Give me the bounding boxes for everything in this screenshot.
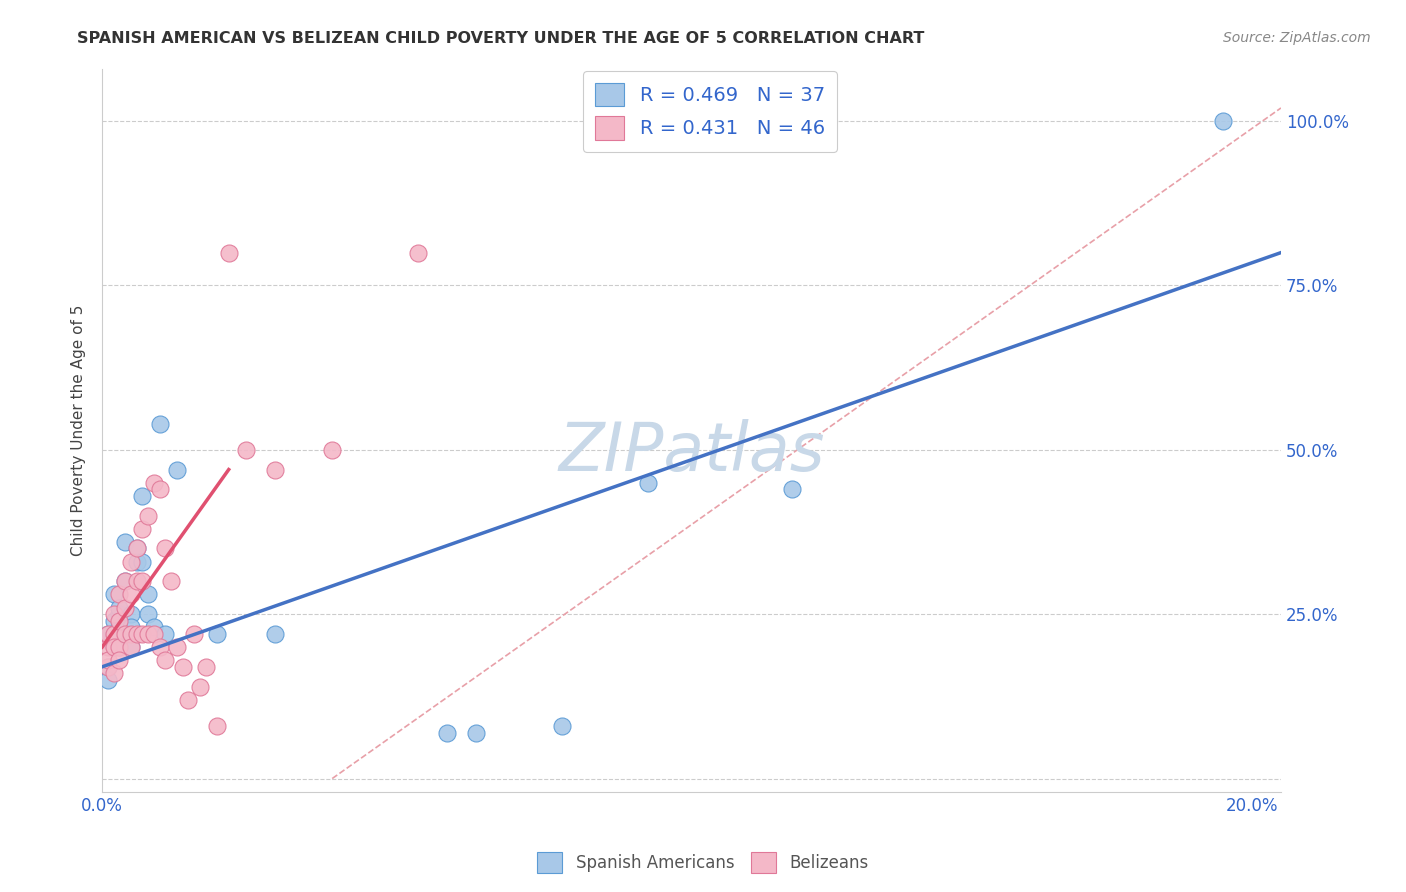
Point — [108, 653, 131, 667]
Point — [263, 627, 285, 641]
Point — [108, 620, 131, 634]
Point — [120, 640, 142, 654]
Point — [120, 620, 142, 634]
Point — [136, 607, 159, 622]
Point — [97, 673, 120, 687]
Point — [551, 719, 574, 733]
Point — [103, 627, 125, 641]
Point — [97, 627, 120, 641]
Point — [155, 627, 177, 641]
Text: SPANISH AMERICAN VS BELIZEAN CHILD POVERTY UNDER THE AGE OF 5 CORRELATION CHART: SPANISH AMERICAN VS BELIZEAN CHILD POVER… — [77, 31, 925, 46]
Point — [136, 587, 159, 601]
Point — [149, 483, 172, 497]
Point — [131, 574, 153, 589]
Point — [155, 653, 177, 667]
Point — [125, 574, 148, 589]
Legend: Spanish Americans, Belizeans: Spanish Americans, Belizeans — [530, 846, 876, 880]
Point — [103, 627, 125, 641]
Point — [114, 627, 136, 641]
Point — [408, 245, 430, 260]
Point — [143, 620, 166, 634]
Point — [114, 627, 136, 641]
Point — [136, 508, 159, 523]
Point — [103, 640, 125, 654]
Point — [97, 660, 120, 674]
Point — [103, 587, 125, 601]
Point — [131, 522, 153, 536]
Point — [780, 483, 803, 497]
Point — [120, 640, 142, 654]
Point — [155, 541, 177, 556]
Point — [120, 587, 142, 601]
Point — [97, 627, 120, 641]
Point — [131, 627, 153, 641]
Point — [108, 614, 131, 628]
Point — [205, 719, 228, 733]
Point — [188, 680, 211, 694]
Point — [194, 660, 217, 674]
Point — [108, 640, 131, 654]
Y-axis label: Child Poverty Under the Age of 5: Child Poverty Under the Age of 5 — [72, 304, 86, 556]
Point — [149, 640, 172, 654]
Point — [103, 614, 125, 628]
Point — [160, 574, 183, 589]
Point — [97, 640, 120, 654]
Point — [143, 627, 166, 641]
Point — [108, 600, 131, 615]
Point — [1212, 114, 1234, 128]
Point — [108, 587, 131, 601]
Point — [166, 640, 188, 654]
Point — [172, 660, 194, 674]
Point — [125, 627, 148, 641]
Point — [120, 627, 142, 641]
Point — [114, 574, 136, 589]
Point — [465, 725, 488, 739]
Point — [103, 666, 125, 681]
Point — [125, 555, 148, 569]
Point — [120, 607, 142, 622]
Text: ZIPatlas: ZIPatlas — [558, 419, 825, 485]
Point — [436, 725, 458, 739]
Legend: R = 0.469   N = 37, R = 0.431   N = 46: R = 0.469 N = 37, R = 0.431 N = 46 — [583, 71, 837, 152]
Point — [177, 692, 200, 706]
Point — [131, 489, 153, 503]
Point — [166, 462, 188, 476]
Point — [149, 417, 172, 431]
Point — [114, 627, 136, 641]
Point — [263, 462, 285, 476]
Point — [131, 555, 153, 569]
Point — [321, 442, 343, 457]
Text: Source: ZipAtlas.com: Source: ZipAtlas.com — [1223, 31, 1371, 45]
Point — [114, 534, 136, 549]
Point — [120, 555, 142, 569]
Point — [103, 640, 125, 654]
Point — [97, 633, 120, 648]
Point — [235, 442, 257, 457]
Point — [183, 627, 205, 641]
Point — [97, 660, 120, 674]
Point — [218, 245, 240, 260]
Point — [103, 607, 125, 622]
Point — [143, 475, 166, 490]
Point — [125, 541, 148, 556]
Point — [114, 574, 136, 589]
Point — [108, 640, 131, 654]
Point — [136, 627, 159, 641]
Point — [108, 607, 131, 622]
Point — [205, 627, 228, 641]
Point — [114, 600, 136, 615]
Point — [637, 475, 659, 490]
Point — [125, 541, 148, 556]
Point — [97, 653, 120, 667]
